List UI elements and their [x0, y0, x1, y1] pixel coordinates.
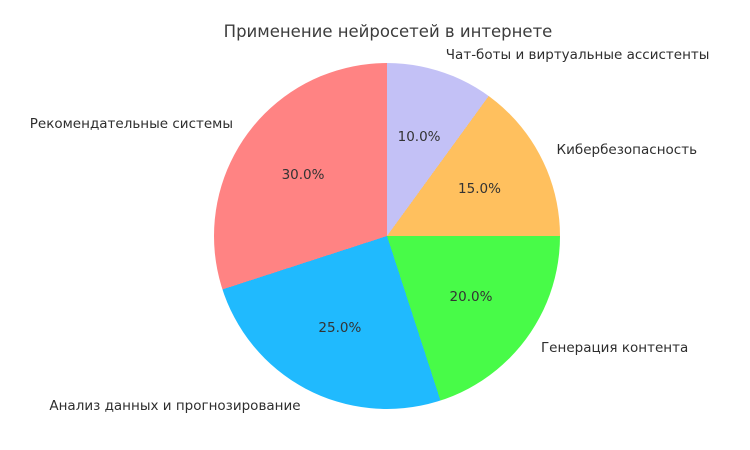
pie-plot-area	[214, 63, 560, 409]
slice-label-1: Кибербезопасность	[556, 141, 698, 158]
slice-pct-label-0: 10.0%	[397, 129, 441, 146]
slice-pct-label-4: 30.0%	[281, 166, 325, 183]
slice-pct-label-3: 25.0%	[318, 320, 362, 337]
slice-label-4: Рекомендательные системы	[29, 116, 234, 133]
slice-label-0: Чат-боты и виртуальные ассистенты	[445, 47, 710, 63]
slice-label-3: Анализ данных и прогнозирование	[49, 397, 301, 414]
chart-title: Применение нейросетей в интернете	[223, 22, 553, 41]
slice-pct-label-1: 15.0%	[458, 180, 501, 197]
slice-label-2: Генерация контента	[540, 339, 689, 356]
slice-pct-label-2: 20.0%	[449, 289, 493, 305]
